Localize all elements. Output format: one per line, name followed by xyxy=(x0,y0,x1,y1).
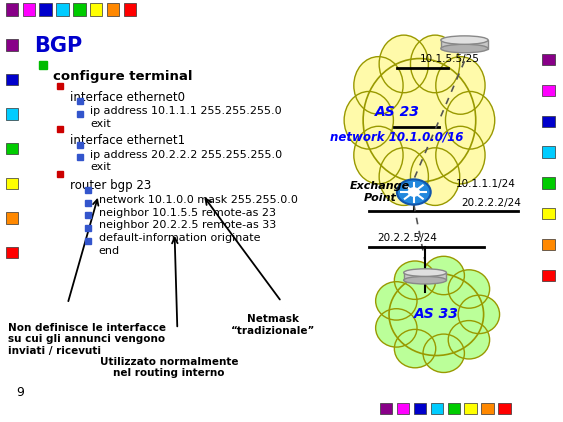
FancyBboxPatch shape xyxy=(542,270,555,281)
FancyBboxPatch shape xyxy=(107,3,119,16)
Ellipse shape xyxy=(394,330,436,368)
Ellipse shape xyxy=(410,148,460,206)
Ellipse shape xyxy=(441,36,488,44)
Text: network 10.1.0.0/16: network 10.1.0.0/16 xyxy=(330,131,463,143)
Text: ip address 10.1.1.1 255.255.255.0: ip address 10.1.1.1 255.255.255.0 xyxy=(90,106,282,116)
Ellipse shape xyxy=(423,256,464,295)
Ellipse shape xyxy=(379,148,428,206)
FancyBboxPatch shape xyxy=(481,403,494,414)
Text: neighbor 10.1.5.5 remote-as 23: neighbor 10.1.5.5 remote-as 23 xyxy=(99,208,275,218)
Text: exit: exit xyxy=(90,162,111,173)
FancyBboxPatch shape xyxy=(73,3,86,16)
Ellipse shape xyxy=(436,126,485,184)
Text: BGP: BGP xyxy=(34,36,82,56)
Text: network 10.1.0.0 mask 255.255.0.0: network 10.1.0.0 mask 255.255.0.0 xyxy=(99,195,297,205)
Ellipse shape xyxy=(448,270,490,308)
Ellipse shape xyxy=(423,334,464,373)
Text: neighbor 20.2.2.5 remote-as 33: neighbor 20.2.2.5 remote-as 33 xyxy=(99,220,276,230)
Text: Non definisce le interfacce
su cui gli annunci vengono
inviati / ricevuti: Non definisce le interfacce su cui gli a… xyxy=(8,323,167,356)
Ellipse shape xyxy=(445,92,495,149)
FancyBboxPatch shape xyxy=(6,247,18,258)
Text: exit: exit xyxy=(90,119,111,129)
Text: Netmask
“tradizionale”: Netmask “tradizionale” xyxy=(231,314,315,336)
Ellipse shape xyxy=(376,281,417,320)
FancyBboxPatch shape xyxy=(542,177,555,189)
Ellipse shape xyxy=(363,59,476,182)
FancyBboxPatch shape xyxy=(542,239,555,250)
Ellipse shape xyxy=(404,269,446,276)
Text: router bgp 23: router bgp 23 xyxy=(70,179,151,192)
Ellipse shape xyxy=(379,35,428,93)
Text: interface ethernet0: interface ethernet0 xyxy=(70,91,185,104)
FancyBboxPatch shape xyxy=(6,143,18,154)
FancyBboxPatch shape xyxy=(464,403,477,414)
Text: interface ethernet1: interface ethernet1 xyxy=(70,134,185,147)
Text: Exchange
Point: Exchange Point xyxy=(350,181,410,203)
Text: 9: 9 xyxy=(16,386,24,399)
FancyBboxPatch shape xyxy=(441,40,488,49)
Text: 10.1.5.5/25: 10.1.5.5/25 xyxy=(419,54,479,64)
Ellipse shape xyxy=(376,309,417,347)
Text: default-information originate: default-information originate xyxy=(99,233,260,243)
Text: ip address 20.2.2.2 255.255.255.0: ip address 20.2.2.2 255.255.255.0 xyxy=(90,150,282,160)
Ellipse shape xyxy=(404,276,446,284)
Text: configure terminal: configure terminal xyxy=(53,70,193,83)
FancyBboxPatch shape xyxy=(404,273,446,280)
Ellipse shape xyxy=(354,57,403,114)
FancyBboxPatch shape xyxy=(6,212,18,224)
FancyBboxPatch shape xyxy=(542,116,555,127)
Text: 20.2.2.5/24: 20.2.2.5/24 xyxy=(377,233,437,243)
FancyBboxPatch shape xyxy=(6,178,18,189)
Text: end: end xyxy=(99,246,120,256)
Text: Utilizzato normalmente
nel routing interno: Utilizzato normalmente nel routing inter… xyxy=(100,357,238,378)
FancyBboxPatch shape xyxy=(542,85,555,96)
Circle shape xyxy=(408,187,420,196)
FancyBboxPatch shape xyxy=(23,3,35,16)
FancyBboxPatch shape xyxy=(414,403,426,414)
FancyBboxPatch shape xyxy=(39,3,52,16)
Text: AS 33: AS 33 xyxy=(414,307,459,322)
FancyBboxPatch shape xyxy=(124,3,136,16)
FancyBboxPatch shape xyxy=(542,54,555,65)
Text: 10.1.1.1/24: 10.1.1.1/24 xyxy=(456,179,516,189)
Text: 20.2.2.2/24: 20.2.2.2/24 xyxy=(462,197,521,208)
FancyBboxPatch shape xyxy=(90,3,102,16)
FancyBboxPatch shape xyxy=(6,3,18,16)
FancyBboxPatch shape xyxy=(498,403,511,414)
FancyBboxPatch shape xyxy=(542,146,555,158)
FancyBboxPatch shape xyxy=(6,39,18,51)
Ellipse shape xyxy=(458,295,499,333)
FancyBboxPatch shape xyxy=(397,403,409,414)
Ellipse shape xyxy=(354,126,403,184)
Ellipse shape xyxy=(389,273,484,355)
Ellipse shape xyxy=(394,261,436,299)
Ellipse shape xyxy=(410,35,460,93)
FancyBboxPatch shape xyxy=(431,403,443,414)
Text: AS 23: AS 23 xyxy=(374,105,419,119)
FancyBboxPatch shape xyxy=(56,3,69,16)
FancyBboxPatch shape xyxy=(542,208,555,219)
FancyBboxPatch shape xyxy=(6,74,18,85)
FancyBboxPatch shape xyxy=(6,108,18,120)
Ellipse shape xyxy=(441,44,488,53)
FancyBboxPatch shape xyxy=(380,403,392,414)
Ellipse shape xyxy=(436,57,485,114)
Circle shape xyxy=(397,179,431,205)
Ellipse shape xyxy=(448,321,490,359)
Ellipse shape xyxy=(344,92,394,149)
FancyBboxPatch shape xyxy=(448,403,460,414)
